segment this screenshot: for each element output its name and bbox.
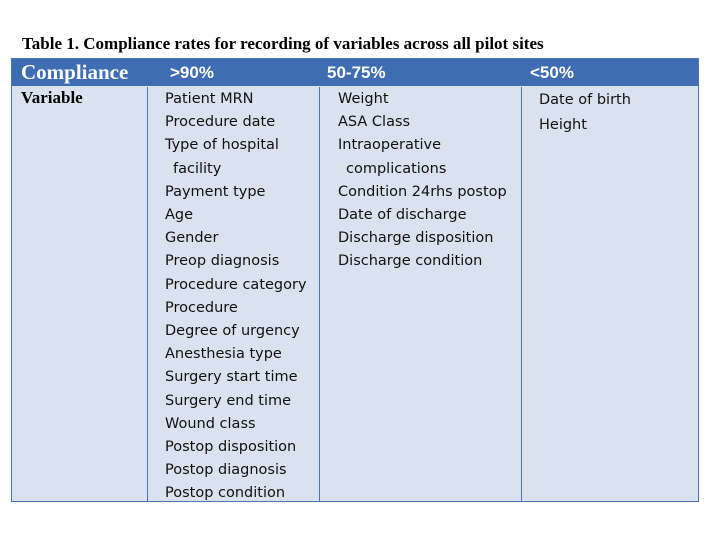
variable-item: Discharge condition bbox=[338, 250, 507, 273]
column-divider bbox=[147, 87, 148, 501]
variable-label: Patient MRN bbox=[165, 91, 254, 107]
variable-label: Type of hospital bbox=[165, 137, 279, 154]
variable-label: Height bbox=[539, 117, 587, 133]
column-divider bbox=[319, 87, 320, 501]
variable-label: Preop diagnosis bbox=[165, 253, 280, 270]
variable-item: Postop disposition bbox=[165, 436, 307, 459]
variable-label: Discharge disposition bbox=[338, 230, 494, 247]
variable-item: Postop diagnosis bbox=[165, 459, 307, 482]
compliance-table: Compliance >90% 50-75% <50% Variable Pat… bbox=[11, 58, 699, 502]
variable-label: Procedure date bbox=[165, 114, 276, 131]
table-caption: Table 1. Compliance rates for recording … bbox=[22, 34, 544, 53]
header-col-gt90: >90% bbox=[170, 63, 214, 82]
variable-label: Postop diagnosis bbox=[165, 462, 287, 479]
variable-label: Wound class bbox=[165, 415, 256, 432]
variable-item: Surgery end time bbox=[165, 390, 307, 413]
variable-label: ASA Class bbox=[338, 114, 411, 131]
header-col-50-75: 50-75% bbox=[327, 63, 386, 82]
variable-label: Date of birth bbox=[539, 92, 631, 108]
variable-item: Gender bbox=[165, 227, 307, 250]
variable-label: Age bbox=[165, 207, 194, 224]
variable-item: Procedure bbox=[165, 297, 307, 320]
column-50-75-list: Weight ASA Class Intraoperative complicatio… bbox=[338, 88, 507, 274]
variable-item: Age bbox=[165, 204, 307, 227]
variable-item: Height bbox=[539, 113, 631, 138]
variable-label: Intraoperative bbox=[338, 137, 442, 154]
variable-item: ASA Class bbox=[338, 111, 507, 134]
variable-label: Postop condition bbox=[165, 485, 286, 502]
variable-label: Date of discharge bbox=[338, 207, 467, 224]
variable-label: Procedure bbox=[165, 299, 238, 316]
variable-item: Postop condition bbox=[165, 482, 307, 505]
variable-item: Payment type bbox=[165, 181, 307, 204]
variable-label: Discharge condition bbox=[338, 253, 483, 270]
column-divider bbox=[521, 87, 522, 501]
variable-item: Procedure date bbox=[165, 111, 307, 134]
column-lt50-list: Date of birth Height bbox=[539, 88, 631, 138]
column-gt90-list: Patient MRN Procedure date Type of hospita… bbox=[165, 88, 307, 506]
variable-label: Postop disposition bbox=[165, 439, 297, 456]
variable-label: Anesthesia type bbox=[165, 346, 282, 363]
table-header-row: Compliance >90% 50-75% <50% bbox=[12, 59, 698, 86]
row-label-variable: Variable bbox=[21, 88, 83, 107]
variable-label: Surgery end time bbox=[165, 392, 292, 409]
variable-label-continued: complications bbox=[346, 160, 447, 177]
variable-item: Intraoperative complications bbox=[338, 134, 507, 180]
variable-label: Degree of urgency bbox=[165, 323, 300, 340]
variable-label: Weight bbox=[338, 91, 389, 107]
variable-label: Payment type bbox=[165, 183, 266, 200]
variable-item: Discharge disposition bbox=[338, 227, 507, 250]
variable-item: Patient MRN bbox=[165, 88, 307, 111]
header-col-lt50: <50% bbox=[530, 63, 574, 82]
variable-item: Anesthesia type bbox=[165, 343, 307, 366]
variable-label-continued: facility bbox=[173, 160, 222, 177]
variable-item: Weight bbox=[338, 88, 507, 111]
variable-item: Preop diagnosis bbox=[165, 250, 307, 273]
variable-label: Surgery start time bbox=[165, 369, 298, 386]
variable-label: Procedure category bbox=[165, 276, 307, 293]
variable-item: Date of birth bbox=[539, 88, 631, 113]
variable-item: Wound class bbox=[165, 413, 307, 436]
variable-label: Gender bbox=[165, 230, 219, 247]
variable-item: Condition 24rhs postop bbox=[338, 181, 507, 204]
variable-item: Degree of urgency bbox=[165, 320, 307, 343]
variable-label: Condition 24rhs postop bbox=[338, 183, 507, 200]
variable-item: Surgery start time bbox=[165, 366, 307, 389]
variable-item: Type of hospital facility bbox=[165, 134, 307, 180]
header-compliance: Compliance bbox=[21, 60, 129, 84]
variable-item: Date of discharge bbox=[338, 204, 507, 227]
variable-item: Procedure category bbox=[165, 274, 307, 297]
